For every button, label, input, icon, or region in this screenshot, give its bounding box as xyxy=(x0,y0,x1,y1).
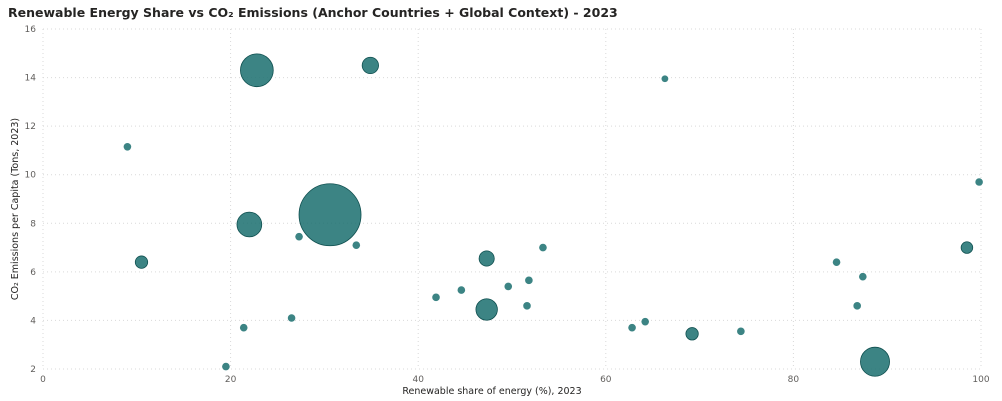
gridlines xyxy=(42,28,982,370)
data-point[interactable] xyxy=(525,276,533,285)
y-tick-label: 12 xyxy=(25,122,36,132)
x-tick-label: 20 xyxy=(225,375,237,385)
chart-title: Renewable Energy Share vs CO₂ Emissions … xyxy=(8,5,618,20)
x-tick-label: 80 xyxy=(788,375,800,385)
data-point[interactable] xyxy=(853,302,861,310)
y-tick-label: 4 xyxy=(30,316,36,326)
data-point[interactable] xyxy=(134,255,149,269)
data-points[interactable] xyxy=(123,53,983,377)
y-tick-label: 16 xyxy=(25,25,37,35)
y-tick-label: 8 xyxy=(30,219,36,229)
data-point[interactable] xyxy=(661,75,669,83)
data-point[interactable] xyxy=(352,241,361,249)
data-point[interactable] xyxy=(504,282,513,291)
data-point[interactable] xyxy=(475,298,498,321)
data-point[interactable] xyxy=(457,286,466,294)
y-tick-label: 6 xyxy=(30,268,36,278)
y-tick-label: 14 xyxy=(25,74,37,84)
data-point[interactable] xyxy=(239,323,248,332)
data-point[interactable] xyxy=(222,362,230,371)
x-tick-label: 0 xyxy=(40,375,46,385)
data-point[interactable] xyxy=(641,317,649,326)
data-point[interactable] xyxy=(539,243,547,252)
data-point[interactable] xyxy=(523,302,531,310)
data-point[interactable] xyxy=(361,56,379,75)
data-point[interactable] xyxy=(298,183,362,247)
data-point[interactable] xyxy=(123,142,132,151)
data-point[interactable] xyxy=(960,241,974,254)
data-point[interactable] xyxy=(975,178,983,186)
x-tick-label: 100 xyxy=(972,375,989,385)
y-axis-title: CO₂ Emissions per Capita (Tons, 2023) xyxy=(10,118,21,300)
data-point[interactable] xyxy=(287,314,296,322)
data-point[interactable] xyxy=(859,272,867,281)
y-tick-label: 2 xyxy=(30,365,36,375)
x-axis-ticks: 0 20 40 60 80 100 xyxy=(40,375,990,385)
x-tick-label: 40 xyxy=(412,375,424,385)
data-point[interactable] xyxy=(628,323,636,332)
data-point[interactable] xyxy=(295,232,303,241)
data-point[interactable] xyxy=(685,327,699,341)
data-point[interactable] xyxy=(240,53,274,88)
data-point[interactable] xyxy=(236,211,263,238)
data-point[interactable] xyxy=(737,327,745,336)
data-point[interactable] xyxy=(432,293,440,302)
x-axis-title: Renewable share of energy (%), 2023 xyxy=(402,386,581,397)
x-tick-label: 60 xyxy=(600,375,612,385)
data-point[interactable] xyxy=(860,346,890,377)
data-point[interactable] xyxy=(478,250,495,267)
data-point[interactable] xyxy=(832,258,841,266)
y-axis-ticks: 2 4 6 8 10 12 14 16 xyxy=(25,25,37,375)
y-tick-label: 10 xyxy=(25,171,37,181)
